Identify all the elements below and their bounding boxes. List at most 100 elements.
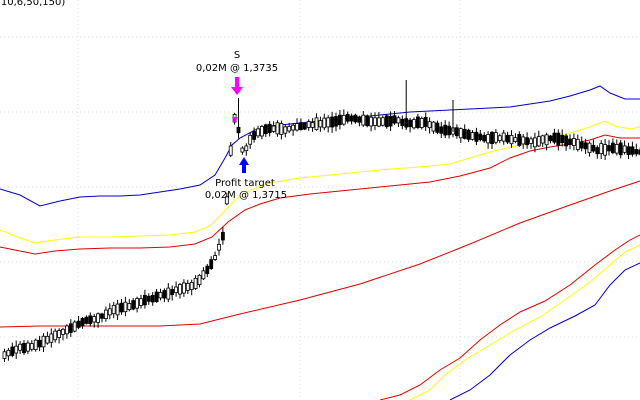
candle-body xyxy=(626,146,631,156)
candle-body xyxy=(564,135,568,147)
candle-body xyxy=(213,255,218,260)
candle-body xyxy=(135,298,140,309)
candle-body xyxy=(49,333,54,343)
indicator-bands xyxy=(0,85,640,400)
trade-markers: S 0,02M @ 1,3735 Profit target 0,02M @ 1… xyxy=(196,50,287,201)
indicator-parameters-label: (10,6,50,150) xyxy=(0,0,65,8)
candle-body xyxy=(490,131,494,144)
candle-body xyxy=(18,343,23,351)
candle-body xyxy=(509,134,514,145)
candle-body xyxy=(37,339,42,348)
candle-body xyxy=(599,143,604,155)
candle-body xyxy=(388,115,393,127)
lower-red-band xyxy=(379,234,640,400)
candle-body xyxy=(6,349,11,357)
candle-body xyxy=(263,124,268,135)
candle-body xyxy=(209,259,214,269)
candle-body xyxy=(275,122,280,135)
candle-body xyxy=(334,116,338,127)
candle-body xyxy=(314,117,319,131)
candle-body xyxy=(295,123,299,131)
candle-body xyxy=(220,231,225,241)
candle-body xyxy=(80,318,85,327)
candle-body xyxy=(622,145,627,153)
candle-body xyxy=(560,134,565,144)
candle-body xyxy=(357,116,362,123)
candle-body xyxy=(162,290,167,299)
candle-body xyxy=(322,117,327,129)
candle-body xyxy=(193,277,198,289)
sell-signal-marker[interactable]: S 0,02M @ 1,3735 xyxy=(196,50,278,123)
candle-body xyxy=(376,117,381,127)
candle-body xyxy=(33,339,38,351)
candle-body xyxy=(181,282,186,294)
candle-body xyxy=(572,138,576,146)
candle-body xyxy=(384,115,389,128)
candle-body xyxy=(107,308,112,316)
candle-body xyxy=(174,286,179,294)
candle-body xyxy=(127,303,132,311)
candle-body xyxy=(96,313,100,323)
profit-target-label: Profit target xyxy=(215,178,275,189)
candle-body xyxy=(478,133,483,141)
candle-body xyxy=(369,116,374,127)
candle-body xyxy=(521,136,526,145)
candle-body xyxy=(100,313,104,319)
candle-body xyxy=(614,144,619,154)
candle-body xyxy=(178,284,182,295)
candle-body xyxy=(575,138,580,150)
candle-body xyxy=(53,330,58,341)
candle-body xyxy=(88,315,93,324)
candle-body xyxy=(447,125,452,136)
candle-body xyxy=(529,138,533,144)
candle-body xyxy=(298,122,303,131)
sell-signal-label: S xyxy=(234,50,240,61)
candle-body xyxy=(248,134,253,145)
candle-body xyxy=(513,137,518,143)
target-arrow-up-icon xyxy=(239,157,249,165)
candle-body xyxy=(14,345,19,354)
candle-body xyxy=(415,116,420,128)
sell-signal-detail: 0,02M @ 1,3735 xyxy=(196,63,278,74)
candle-body xyxy=(583,142,588,150)
candle-body xyxy=(72,321,77,332)
candle-body xyxy=(634,149,639,155)
candle-body xyxy=(256,128,260,137)
candle-body xyxy=(431,121,436,132)
candle-body xyxy=(439,126,444,134)
candle-body xyxy=(244,145,249,152)
candle-body xyxy=(10,346,15,356)
candle-body xyxy=(462,128,467,139)
candle-body xyxy=(552,132,557,143)
candle-body xyxy=(139,298,143,306)
candle-body xyxy=(61,328,65,335)
candle-body xyxy=(638,149,640,155)
candle-body xyxy=(189,282,194,291)
sell-arrow-down-icon xyxy=(231,87,243,95)
candle-body xyxy=(197,274,202,286)
candle-body xyxy=(283,126,288,134)
candle-body xyxy=(22,342,26,354)
candle-body xyxy=(240,147,245,153)
candle-body xyxy=(115,303,120,316)
candle-body xyxy=(2,351,7,359)
candle-body xyxy=(380,117,385,126)
candle-body xyxy=(326,117,331,128)
candle-body xyxy=(224,196,229,205)
profit-target-marker[interactable]: Profit target 0,02M @ 1,3715 xyxy=(205,157,287,201)
candle-body xyxy=(365,115,370,127)
candle-body xyxy=(170,289,175,296)
sell-arrow-shaft-icon xyxy=(235,77,239,87)
candle-body xyxy=(474,131,479,142)
candle-body xyxy=(330,116,335,128)
candle-body xyxy=(45,335,50,344)
candle-body xyxy=(306,121,311,128)
candle-body xyxy=(556,132,561,146)
candle-body xyxy=(579,141,584,149)
candle-body xyxy=(318,120,323,128)
candle-body xyxy=(302,122,307,130)
candle-body xyxy=(341,114,346,125)
candle-body xyxy=(349,115,354,122)
candle-body xyxy=(345,113,350,122)
